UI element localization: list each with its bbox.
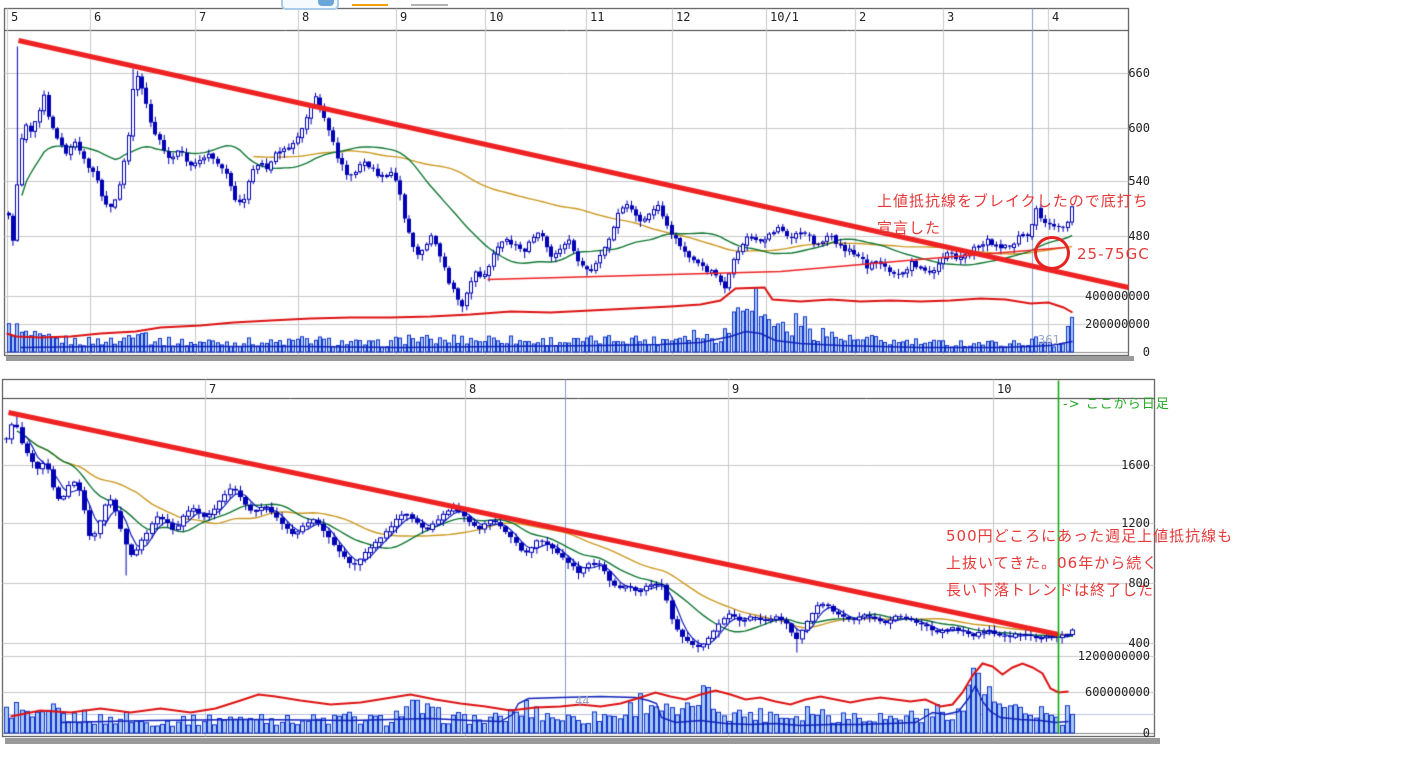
price-tick-daily-660: 660 <box>1128 66 1150 80</box>
price-tick-daily-600: 600 <box>1128 121 1150 135</box>
annotation-weekly-resistance-line3: 長い下落トレンドは終了した <box>946 581 1155 599</box>
price-tick-weekly-1200: 1200 <box>1121 516 1150 530</box>
x-axis-tick-daily-2: 2 <box>859 10 867 24</box>
annotation-breakout-line2: 宣言した <box>877 219 942 237</box>
annotation-weekly-resistance-line2: 上抜いてきた。06年から続く <box>946 554 1159 572</box>
x-axis-tick-daily-7: 7 <box>199 10 207 24</box>
price-tick-weekly-1600: 1600 <box>1121 458 1150 472</box>
annotation-daily-from-here: -> ここから日足 <box>1063 397 1170 412</box>
price-tick-weekly-400: 400 <box>1128 636 1150 650</box>
x-axis-tick-daily-8: 8 <box>302 10 310 24</box>
x-axis-tick-daily-11: 11 <box>590 10 605 24</box>
volume-tick-weekly-0: 0 <box>1142 726 1150 740</box>
weekly-panel-shadow <box>5 738 1160 744</box>
x-axis-tick-weekly-9: 9 <box>732 382 740 396</box>
volume-tick-weekly-600000000: 600000000 <box>1084 685 1150 699</box>
price-tick-daily-480: 480 <box>1128 229 1150 243</box>
toolbar-button-fragment[interactable] <box>281 0 339 10</box>
legend-gray-line-swatch <box>411 4 448 6</box>
daily-panel-shadow <box>6 356 1134 361</box>
volume-tick-daily-200000000: 200000000 <box>1084 317 1150 331</box>
x-axis-tick-daily-3: 3 <box>947 10 955 24</box>
x-axis-tick-daily-12: 12 <box>676 10 691 24</box>
x-axis-tick-daily-6: 6 <box>94 10 102 24</box>
annotation-breakout-line1: 上値抵抗線をブレイクしたので底打ち <box>877 192 1149 210</box>
x-axis-tick-weekly-10: 10 <box>997 382 1012 396</box>
toolbar-button-thumb[interactable] <box>318 0 334 6</box>
annotation-weekly-resistance-line1: 500円どころにあった週足上値抵抗線も <box>946 527 1234 545</box>
price-tick-weekly-800: 800 <box>1128 576 1150 590</box>
cursor-value-daily: 361 <box>1038 333 1060 347</box>
x-axis-tick-weekly-8: 8 <box>469 382 477 396</box>
volume-tick-daily-0: 0 <box>1142 345 1150 359</box>
x-axis-tick-daily-9: 9 <box>400 10 408 24</box>
golden-cross-circle <box>1034 236 1070 270</box>
x-axis-tick-daily-10/1: 10/1 <box>770 10 799 24</box>
legend-orange-line-swatch <box>352 4 388 6</box>
x-axis-tick-daily-5: 5 <box>11 10 19 24</box>
x-axis-tick-daily-4: 4 <box>1052 10 1060 24</box>
x-axis-tick-weekly-7: 7 <box>209 382 217 396</box>
volume-tick-daily-400000000: 400000000 <box>1084 289 1150 303</box>
x-axis-tick-daily-10: 10 <box>489 10 504 24</box>
annotation-25-75-golden-cross: 25-75GC <box>1077 245 1150 263</box>
volume-tick-weekly-1200000000: 1200000000 <box>1077 649 1150 663</box>
price-tick-daily-540: 540 <box>1128 174 1150 188</box>
cursor-value-weekly: 44 <box>575 694 590 708</box>
